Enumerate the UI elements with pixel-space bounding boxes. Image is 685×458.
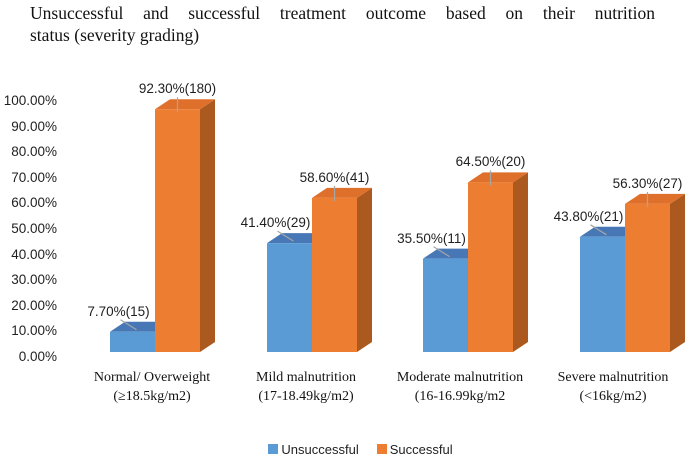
legend-label-unsuccessful: Unsuccessful <box>281 441 359 457</box>
chart-title-line1: Unsuccessful and successful treatment ou… <box>30 3 655 23</box>
y-tick: 40.00% <box>11 246 57 262</box>
legend-swatch-successful <box>376 444 387 454</box>
y-tick: 30.00% <box>11 272 57 288</box>
category-line2: (≥18.5kg/m2) <box>113 389 191 404</box>
y-tick: 80.00% <box>11 144 57 160</box>
category-line2: (16-16.99kg/m2 <box>414 389 506 404</box>
data-label: 58.60%(41) <box>299 169 370 185</box>
y-tick: 90.00% <box>11 118 57 134</box>
legend-swatch-unsuccessful <box>268 444 279 454</box>
y-tick: 60.00% <box>11 195 57 211</box>
category-line1: Moderate malnutrition <box>396 370 524 385</box>
legend-item-successful: Successful <box>376 441 453 457</box>
data-label: 41.40%(29) <box>240 215 311 231</box>
data-label: 7.70%(15) <box>87 303 150 319</box>
category-line1: Normal/ Overweight <box>93 370 211 385</box>
category-line2: (<16kg/m2) <box>579 389 647 404</box>
chart-title-line2: status (severity grading) <box>30 25 200 45</box>
category-line1: Severe malnutrition <box>557 370 669 385</box>
data-label: 92.30%(180) <box>138 81 217 97</box>
legend-label-successful: Successful <box>389 441 453 457</box>
y-tick: 20.00% <box>11 297 57 313</box>
data-label: 35.50%(11) <box>397 230 466 246</box>
chart-title: Unsuccessful and successful treatment ou… <box>30 2 655 46</box>
category-label: Mild malnutrition (17-18.49kg/m2) <box>221 368 391 406</box>
category-line2: (17-18.49kg/m2) <box>258 389 354 404</box>
y-tick: 70.00% <box>11 169 57 185</box>
legend-item-unsuccessful: Unsuccessful <box>268 441 359 457</box>
y-tick: 10.00% <box>11 323 57 339</box>
legend: Unsuccessful Successful <box>0 440 685 458</box>
y-tick: 100.00% <box>3 93 57 108</box>
category-line1: Mild malnutrition <box>256 370 356 385</box>
data-label: 64.50%(20) <box>455 154 526 170</box>
data-label: 43.80%(21) <box>553 208 624 224</box>
category-label: Moderate malnutrition (16-16.99kg/m2 <box>375 368 545 406</box>
category-label: Normal/ Overweight (≥18.5kg/m2) <box>67 368 237 406</box>
category-label: Severe malnutrition (<16kg/m2) <box>528 368 685 406</box>
data-label: 56.30%(27) <box>612 175 683 191</box>
y-tick: 0.00% <box>18 349 57 364</box>
y-tick: 50.00% <box>11 221 57 236</box>
